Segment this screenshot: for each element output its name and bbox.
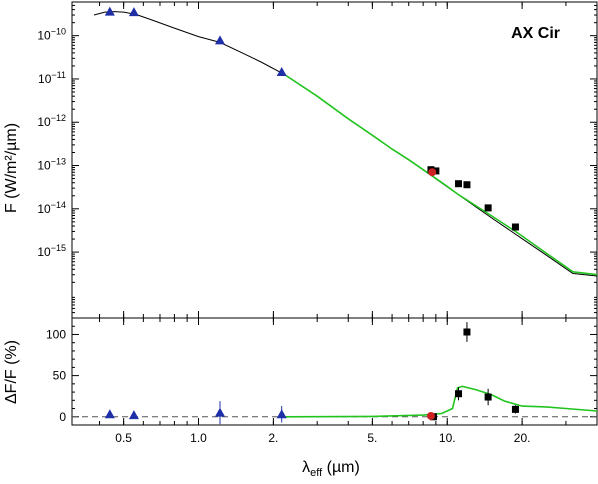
x-tick-label: 1.0 <box>190 431 207 445</box>
residual-model-line <box>283 385 598 418</box>
sed-y-axis-title: F (W/m²/µm) <box>3 123 20 213</box>
sed-data-point <box>511 223 519 231</box>
x-axis-title: λeff (µm) <box>302 459 360 479</box>
y-tick-label: 10−11 <box>38 70 66 86</box>
sed-data-point <box>128 7 139 17</box>
residual-data-point <box>463 328 471 336</box>
x-tick-label: 20. <box>514 431 531 445</box>
chart-title: AX Cir <box>511 25 560 42</box>
y-tick-label: 10−10 <box>37 27 66 43</box>
sed-data-point <box>428 168 437 177</box>
x-tick-label: 0.5 <box>115 431 132 445</box>
y-tick-label: 10−13 <box>37 157 66 173</box>
residual-data-point <box>214 407 225 417</box>
y-tick-label: 10−12 <box>37 113 66 129</box>
residual-y-tick-label: 50 <box>53 369 67 383</box>
excess-model-line <box>283 73 598 276</box>
sed-data-point <box>214 35 225 45</box>
sed-data-point <box>455 180 463 188</box>
sed-data-point <box>484 204 492 212</box>
residual-data-point <box>455 390 463 398</box>
residual-data-point <box>484 393 492 401</box>
residual-data-point <box>511 405 519 413</box>
y-tick-label: 10−14 <box>37 200 66 216</box>
residual-data-point <box>426 411 435 420</box>
sed-data-point <box>463 181 471 189</box>
x-tick-label: 5. <box>367 431 377 445</box>
residual-y-axis-title: ΔF/F (%) <box>3 340 20 404</box>
series-layer <box>72 11 598 418</box>
residual-y-tick-label: 0 <box>59 410 66 424</box>
x-tick-label: 10. <box>439 431 456 445</box>
sed-panel-frame <box>71 1 598 319</box>
residual-data-point <box>276 409 287 419</box>
residual-data-point <box>104 409 115 419</box>
x-tick-label: 2. <box>268 431 278 445</box>
residual-y-tick-label: 100 <box>46 327 66 341</box>
residual-data-point <box>128 410 139 420</box>
sed-data-point <box>104 6 115 16</box>
residual-panel-frame <box>71 317 598 426</box>
points-layer <box>104 6 519 425</box>
y-tick-label: 10−15 <box>37 243 66 259</box>
sed-data-point <box>276 66 287 76</box>
